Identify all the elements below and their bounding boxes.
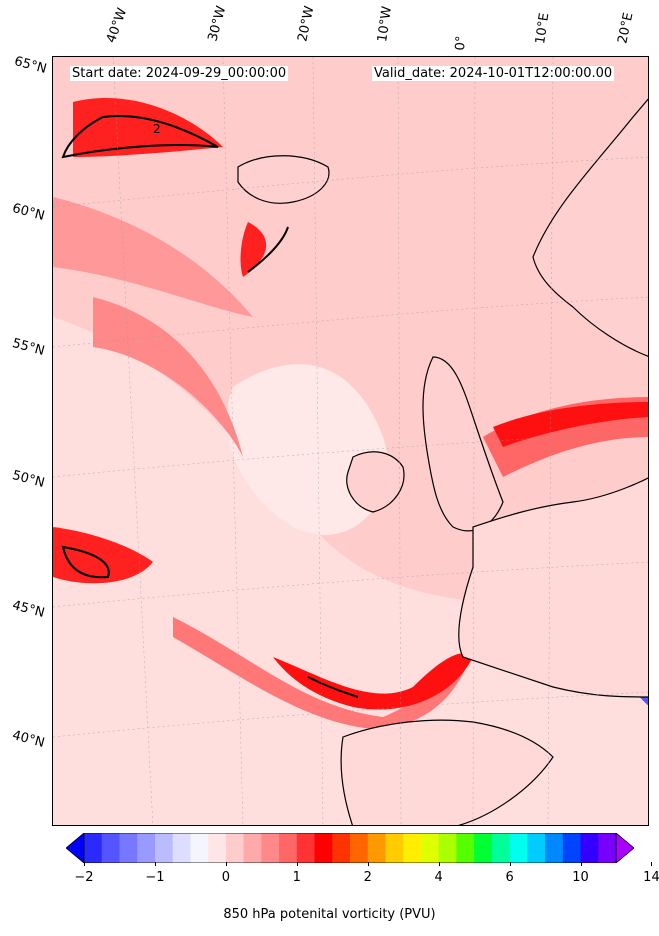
pv-light-swirl bbox=[226, 364, 388, 535]
colorbar-swatch bbox=[84, 833, 103, 863]
colorbar-tick-label: 0 bbox=[221, 870, 230, 885]
colorbar-tick bbox=[154, 862, 156, 866]
lat-label-55n: 55°N bbox=[10, 336, 47, 359]
lon-label-10w: 10°W bbox=[375, 5, 395, 43]
pv-band-south bbox=[173, 617, 473, 729]
colorbar-tick-label: 2 bbox=[363, 870, 372, 885]
colorbar bbox=[66, 833, 634, 863]
colorbar-swatch bbox=[456, 833, 475, 863]
pv-band-north bbox=[53, 197, 253, 317]
colorbar-tick bbox=[367, 862, 369, 866]
colorbar-swatch bbox=[562, 833, 582, 863]
coast-scandinavia bbox=[532, 98, 648, 357]
colorbar-tick-label: 14 bbox=[643, 870, 659, 885]
pv-light-region bbox=[53, 317, 648, 825]
lon-label-30w: 30°W bbox=[205, 4, 230, 43]
colorbar-swatch bbox=[119, 833, 138, 863]
colorbar-swatch bbox=[527, 833, 546, 863]
pv-max-west bbox=[53, 527, 153, 584]
colorbar-tick bbox=[438, 862, 440, 866]
colorbar-tick-label: 1 bbox=[292, 870, 301, 885]
colorbar-tick bbox=[580, 862, 582, 866]
colorbar-swatch bbox=[137, 833, 156, 863]
lon-label-20w: 20°W bbox=[295, 4, 318, 43]
pv-max-biscay bbox=[273, 653, 473, 710]
colorbar-outline bbox=[83, 833, 617, 863]
colorbar-title: 850 hPa potenital vorticity (PVU) bbox=[223, 907, 436, 922]
colorbar-tick-label: 6 bbox=[505, 870, 514, 885]
pv-max-greenland bbox=[73, 98, 223, 157]
colorbar-swatch bbox=[225, 833, 245, 863]
colorbar-swatch bbox=[350, 833, 369, 863]
contour-label-2: 2 bbox=[153, 122, 161, 136]
contour-pv2-iceland bbox=[247, 226, 289, 273]
lat-label-60n: 60°N bbox=[10, 201, 47, 224]
pv-map: 2 bbox=[52, 56, 649, 826]
coast-continental-europe bbox=[458, 477, 648, 698]
pv-field-svg: 2 bbox=[53, 57, 648, 825]
pv-band-mid bbox=[93, 297, 243, 457]
colorbar-swatch bbox=[403, 833, 422, 863]
graticule bbox=[53, 57, 648, 825]
colorbar-swatch bbox=[208, 833, 227, 863]
colorbar-swatch bbox=[332, 833, 351, 863]
lon-label-40w: 40°W bbox=[103, 6, 131, 45]
colorbar-swatch bbox=[509, 833, 528, 863]
pv-max-northsea bbox=[493, 402, 648, 447]
colorbar-swatch bbox=[101, 833, 120, 863]
colorbar-extend-low bbox=[66, 833, 85, 863]
coast-iberia bbox=[340, 719, 554, 825]
colorbar-swatch bbox=[491, 833, 511, 863]
colorbar-swatch bbox=[190, 833, 209, 863]
start-date-label: Start date: 2024-09-29_00:00:00 bbox=[70, 66, 289, 81]
colorbar-extend-high bbox=[615, 833, 634, 863]
colorbar-swatch bbox=[367, 833, 386, 863]
coast-ireland bbox=[346, 451, 405, 513]
colorbar-tick-label: 10 bbox=[572, 870, 589, 885]
colorbar-swatch bbox=[243, 833, 262, 863]
colorbar-swatch bbox=[261, 833, 280, 863]
colorbar-tick bbox=[296, 862, 298, 866]
colorbar-swatch bbox=[296, 833, 316, 863]
lat-label-45n: 45°N bbox=[10, 598, 47, 621]
colorbar-swatch bbox=[279, 833, 298, 863]
lat-label-50n: 50°N bbox=[10, 468, 47, 491]
lat-label-65n: 65°N bbox=[12, 54, 49, 77]
colorbar-tick-label: −2 bbox=[74, 870, 94, 885]
colorbar-tick bbox=[651, 862, 653, 866]
colorbar-tick bbox=[84, 862, 85, 866]
contour-pv2-west bbox=[61, 545, 110, 579]
colorbar-tick bbox=[225, 862, 227, 866]
lon-label-10e: 10°E bbox=[533, 11, 553, 45]
colorbar-tick-label: 4 bbox=[434, 870, 443, 885]
lat-label-40n: 40°N bbox=[10, 728, 47, 751]
valid-date-label: Valid_date: 2024-10-01T12:00:00.00 bbox=[372, 66, 615, 81]
pv-max-iceland bbox=[240, 222, 267, 277]
colorbar-swatch bbox=[154, 833, 174, 863]
colorbar-tick-label: −1 bbox=[145, 870, 165, 885]
colorbar-swatch bbox=[580, 833, 599, 863]
colorbar-swatch bbox=[598, 833, 617, 863]
colorbar-swatch bbox=[545, 833, 564, 863]
lon-label-0: 0° bbox=[453, 35, 470, 51]
coast-iceland bbox=[237, 155, 330, 204]
colorbar-swatch bbox=[474, 833, 493, 863]
lon-label-20e: 20°E bbox=[615, 11, 637, 46]
colorbar-swatch bbox=[314, 833, 333, 863]
colorbar-swatch bbox=[438, 833, 457, 863]
colorbar-swatch bbox=[420, 833, 440, 863]
colorbar-swatch bbox=[172, 833, 191, 863]
contour-pv2-biscay bbox=[307, 676, 359, 698]
contour-pv2-greenland bbox=[61, 115, 219, 159]
colorbar-swatch bbox=[385, 833, 404, 863]
colorbar-tick bbox=[509, 862, 511, 866]
